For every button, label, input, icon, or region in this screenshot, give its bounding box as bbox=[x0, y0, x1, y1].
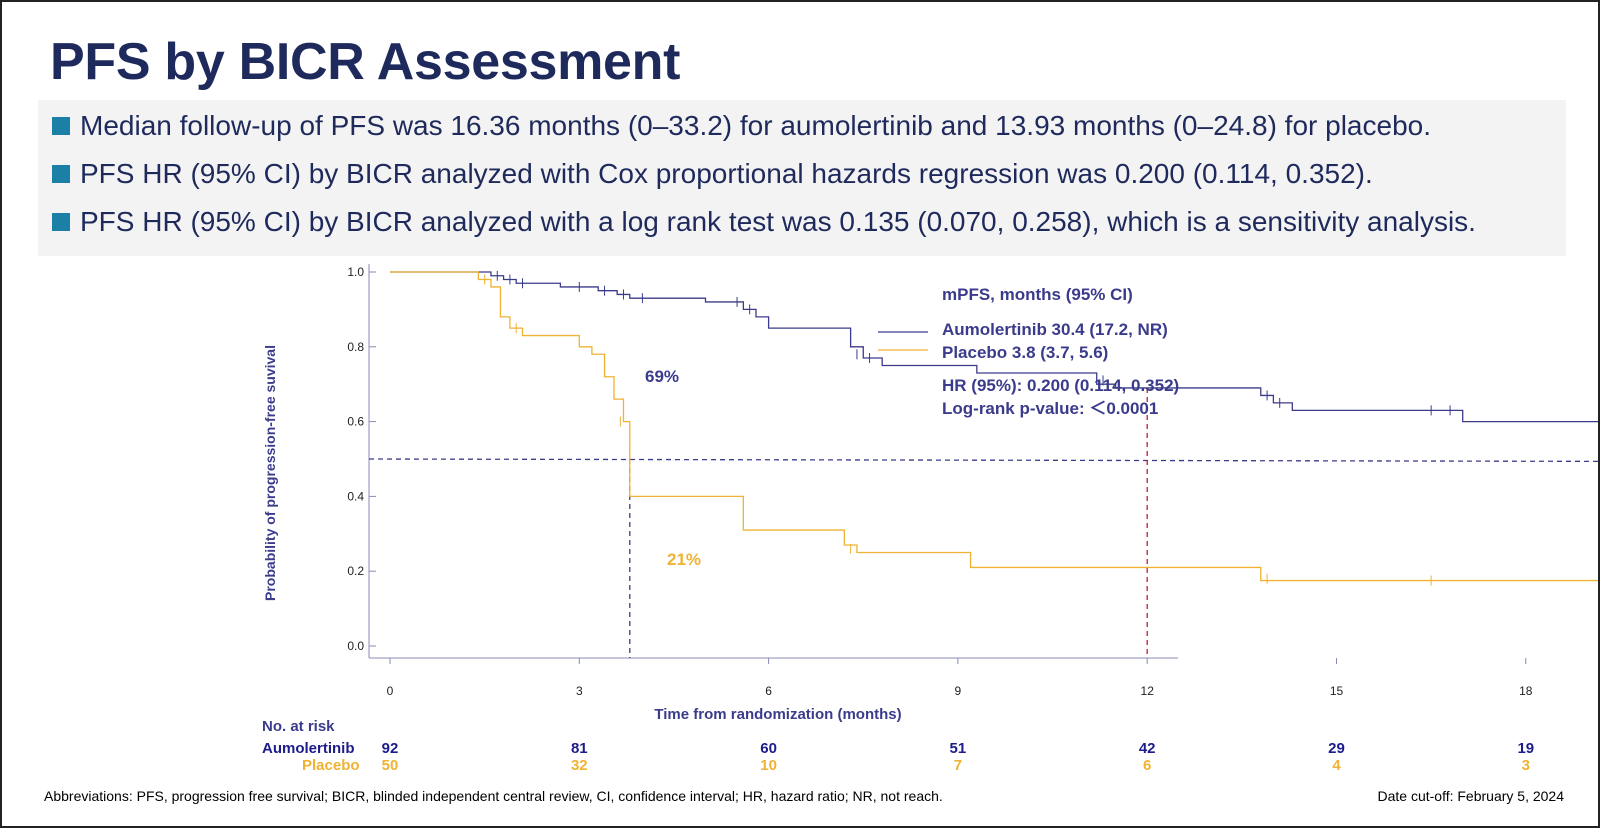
y-tick-label: 0.4 bbox=[347, 489, 364, 503]
risk-count-placebo: 10 bbox=[760, 757, 777, 774]
x-tick-label: 12 bbox=[1141, 684, 1155, 698]
x-axis-title: Time from randomization (months) bbox=[654, 706, 901, 723]
summary-box: Median follow-up of PFS was 16.36 months… bbox=[38, 100, 1566, 256]
bullet-square-icon bbox=[52, 213, 70, 231]
landmark-label-aumolertinib: 69% bbox=[645, 367, 679, 386]
x-tick-label: 6 bbox=[765, 684, 772, 698]
risk-count-aumolertinib: 81 bbox=[571, 740, 588, 757]
risk-count-placebo: 4 bbox=[1332, 757, 1341, 774]
risk-count-aumolertinib: 51 bbox=[950, 740, 967, 757]
risk-count-placebo: 50 bbox=[382, 757, 399, 774]
bullet-text: PFS HR (95% CI) by BICR analyzed with Co… bbox=[80, 158, 1373, 189]
median-reference-line bbox=[368, 458, 1598, 463]
landmark-label-placebo: 21% bbox=[667, 550, 701, 569]
x-tick-label: 15 bbox=[1330, 684, 1344, 698]
risk-count-aumolertinib: 60 bbox=[760, 740, 777, 757]
aumolertinib-curve bbox=[390, 271, 1598, 423]
y-tick-label: 1.0 bbox=[347, 265, 364, 279]
bullet-square-icon bbox=[52, 117, 70, 135]
legend-title: mPFS, months (95% CI) bbox=[942, 285, 1133, 304]
pvalue-stat: Log-rank p-value: ＜0.0001 bbox=[942, 399, 1158, 418]
placebo-curve bbox=[390, 271, 1598, 582]
date-cutoff: Date cut-off: February 5, 2024 bbox=[1377, 788, 1564, 804]
y-tick-label: 0.2 bbox=[347, 564, 364, 578]
bullet-text: PFS HR (95% CI) by BICR analyzed with a … bbox=[80, 206, 1476, 237]
risk-count-aumolertinib: 19 bbox=[1517, 740, 1534, 757]
x-tick-label: 9 bbox=[955, 684, 962, 698]
hr-stat: HR (95%): 0.200 (0.114, 0.352) bbox=[942, 376, 1179, 395]
risk-count-placebo: 3 bbox=[1522, 757, 1530, 774]
legend-label-placebo: Placebo 3.8 (3.7, 5.6) bbox=[942, 343, 1108, 362]
y-axis-title: Probability of progression-free suvival bbox=[262, 345, 278, 601]
risk-count-placebo: 7 bbox=[954, 757, 962, 774]
y-tick-label: 0.6 bbox=[347, 415, 364, 429]
abbreviations-footnote: Abbreviations: PFS, progression free sur… bbox=[44, 788, 943, 804]
risk-count-placebo: 6 bbox=[1143, 757, 1151, 774]
bullet-item: PFS HR (95% CI) by BICR analyzed with a … bbox=[52, 202, 1476, 242]
bullet-text: Median follow-up of PFS was 16.36 months… bbox=[80, 110, 1431, 141]
bullet-item: Median follow-up of PFS was 16.36 months… bbox=[52, 106, 1431, 146]
risk-label-aumolertinib: Aumolertinib bbox=[262, 740, 355, 757]
risk-label-placebo: Placebo bbox=[302, 757, 360, 774]
risk-table-title: No. at risk bbox=[262, 718, 335, 735]
bullet-square-icon bbox=[52, 165, 70, 183]
risk-count-aumolertinib: 92 bbox=[382, 740, 399, 757]
risk-count-aumolertinib: 42 bbox=[1139, 740, 1156, 757]
risk-count-aumolertinib: 29 bbox=[1328, 740, 1345, 757]
bullet-item: PFS HR (95% CI) by BICR analyzed with Co… bbox=[52, 154, 1373, 194]
x-tick-label: 18 bbox=[1519, 684, 1533, 698]
x-tick-label: 0 bbox=[387, 684, 394, 698]
x-tick-label: 3 bbox=[576, 684, 583, 698]
legend-label-aumolertinib: Aumolertinib 30.4 (17.2, NR) bbox=[942, 320, 1168, 339]
y-tick-label: 0.8 bbox=[347, 340, 364, 354]
y-tick-label: 0.0 bbox=[347, 639, 364, 653]
risk-count-placebo: 32 bbox=[571, 757, 588, 774]
slide-title: PFS by BICR Assessment bbox=[50, 33, 681, 91]
